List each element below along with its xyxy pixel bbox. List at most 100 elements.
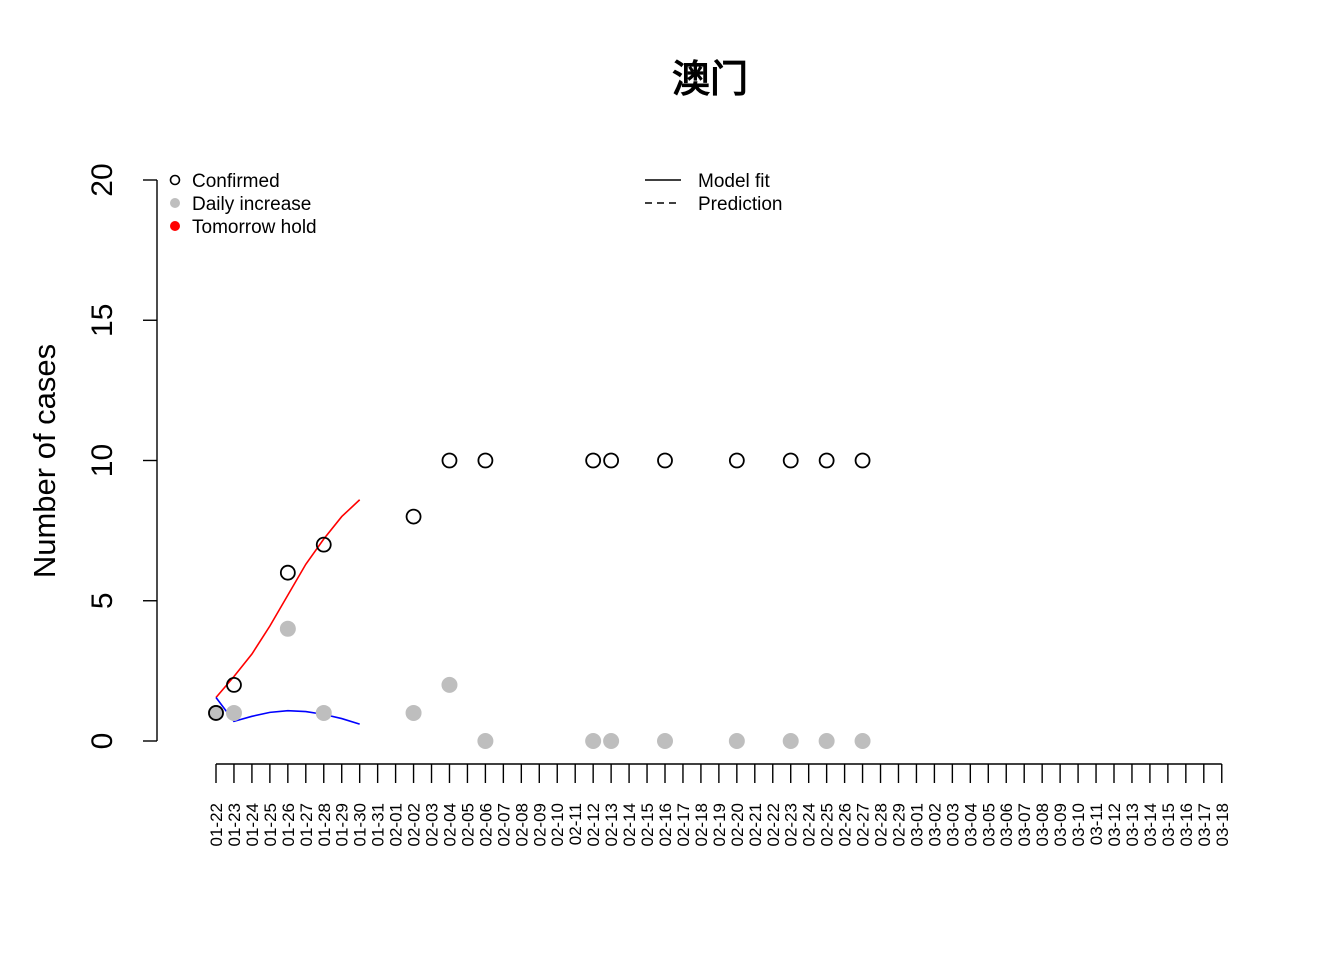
x-tick-label: 03-17 [1195,803,1214,846]
confirmed-point [478,454,492,468]
confirmed-point [658,454,672,468]
confirmed-point [586,454,600,468]
daily-increase-point [441,677,457,693]
x-tick-label: 03-14 [1141,803,1160,846]
x-tick-label: 02-15 [638,803,657,846]
daily-increase-point [783,733,799,749]
x-tick-label: 02-09 [530,803,549,846]
daily-increase-point [406,705,422,721]
legend-tomorrow-hold-marker [170,221,180,231]
x-tick-label: 01-22 [207,803,226,846]
x-tick-label: 02-27 [854,803,873,846]
x-tick-label: 02-06 [476,803,495,846]
x-tick-label: 02-17 [674,803,693,846]
x-tick-label: 01-27 [297,803,316,846]
y-tick-label: 5 [86,592,119,609]
x-tick-label: 03-07 [1015,803,1034,846]
y-axis: 0 5 10 15 20 [86,163,157,749]
daily-increase-point [477,733,493,749]
confirmed-point [820,454,834,468]
legend-confirmed-label: Confirmed [192,171,280,192]
x-tick-label: 01-26 [279,803,298,846]
x-tick-label: 01-23 [225,803,244,846]
x-tick-label: 01-25 [261,803,280,846]
confirmed-point [730,454,744,468]
x-tick-label: 03-03 [943,803,962,846]
legend-left: Confirmed Daily increase Tomorrow hold [170,171,317,238]
x-tick-label: 02-16 [656,803,675,846]
x-tick-label: 03-04 [961,803,980,846]
x-tick-label: 02-10 [548,803,567,846]
y-axis-label: Number of cases [27,344,62,578]
x-tick-label: 02-02 [405,803,424,846]
series-line [216,500,360,698]
y-tick-label: 15 [86,304,119,337]
x-tick-label: 03-10 [1069,803,1088,846]
x-tick-label: 03-15 [1159,803,1178,846]
legend-confirmed-marker [171,176,180,185]
x-tick-label: 02-01 [387,803,406,846]
daily-increase-point [855,733,871,749]
x-tick-label: 01-30 [351,803,370,846]
y-tick-label: 20 [86,163,119,196]
x-tick-label: 03-01 [907,803,926,846]
x-tick-label: 03-09 [1051,803,1070,846]
daily-increase-point [657,733,673,749]
chart-title: 澳门 [672,57,748,101]
confirmed-point [227,678,241,692]
x-tick-label: 02-26 [836,803,855,846]
x-tick-label: 01-28 [315,803,334,846]
x-tick-label: 03-02 [925,803,944,846]
x-tick-label: 02-22 [764,803,783,846]
confirmed-point [407,510,421,524]
x-tick-label: 03-12 [1105,803,1124,846]
x-tick-label: 02-21 [746,803,765,846]
legend-prediction-label: Prediction [698,194,783,215]
confirmed-point [856,454,870,468]
x-tick-label: 02-20 [728,803,747,846]
daily-increase-point [208,705,224,721]
x-tick-label: 02-24 [800,803,819,846]
y-tick-label: 0 [86,733,119,750]
x-tick-label: 02-12 [584,803,603,846]
x-tick-label: 03-16 [1177,803,1196,846]
x-tick-label: 02-25 [818,803,837,846]
x-tick-label: 02-18 [692,803,711,846]
x-tick-label: 02-08 [512,803,531,846]
daily-increase-point [603,733,619,749]
daily-increase-point [316,705,332,721]
x-tick-label: 02-29 [889,803,908,846]
y-tick-label: 10 [86,444,119,477]
legend-model-fit-label: Model fit [698,171,771,192]
data-points [208,454,871,750]
confirmed-point [442,454,456,468]
confirmed-point [281,566,295,580]
x-tick-label: 03-05 [979,803,998,846]
x-tick-label: 03-13 [1123,803,1142,846]
x-tick-label: 03-06 [997,803,1016,846]
legend-right: Model fit Prediction [645,171,783,215]
x-tick-label: 03-08 [1033,803,1052,846]
x-tick-label: 01-29 [333,803,352,846]
x-tick-label: 02-03 [423,803,442,846]
x-tick-label: 02-14 [620,803,639,846]
daily-increase-point [226,705,242,721]
legend-tomorrow-hold-label: Tomorrow hold [192,217,317,238]
legend-daily-increase-marker [170,198,180,208]
x-tick-label: 02-28 [872,803,891,846]
x-tick-label: 02-13 [602,803,621,846]
x-tick-label: 02-07 [494,803,513,846]
x-tick-label: 02-11 [566,803,585,845]
daily-increase-point [280,621,296,637]
daily-increase-point [729,733,745,749]
daily-increase-point [819,733,835,749]
confirmed-point [784,454,798,468]
x-tick-label: 02-23 [782,803,801,846]
x-tick-label: 02-19 [710,803,729,846]
legend-daily-increase-label: Daily increase [192,194,311,215]
x-axis: 01-2201-2301-2401-2501-2601-2701-2801-29… [207,764,1232,846]
x-tick-label: 03-18 [1213,803,1232,846]
x-tick-label: 02-04 [440,803,459,846]
confirmed-point [604,454,618,468]
